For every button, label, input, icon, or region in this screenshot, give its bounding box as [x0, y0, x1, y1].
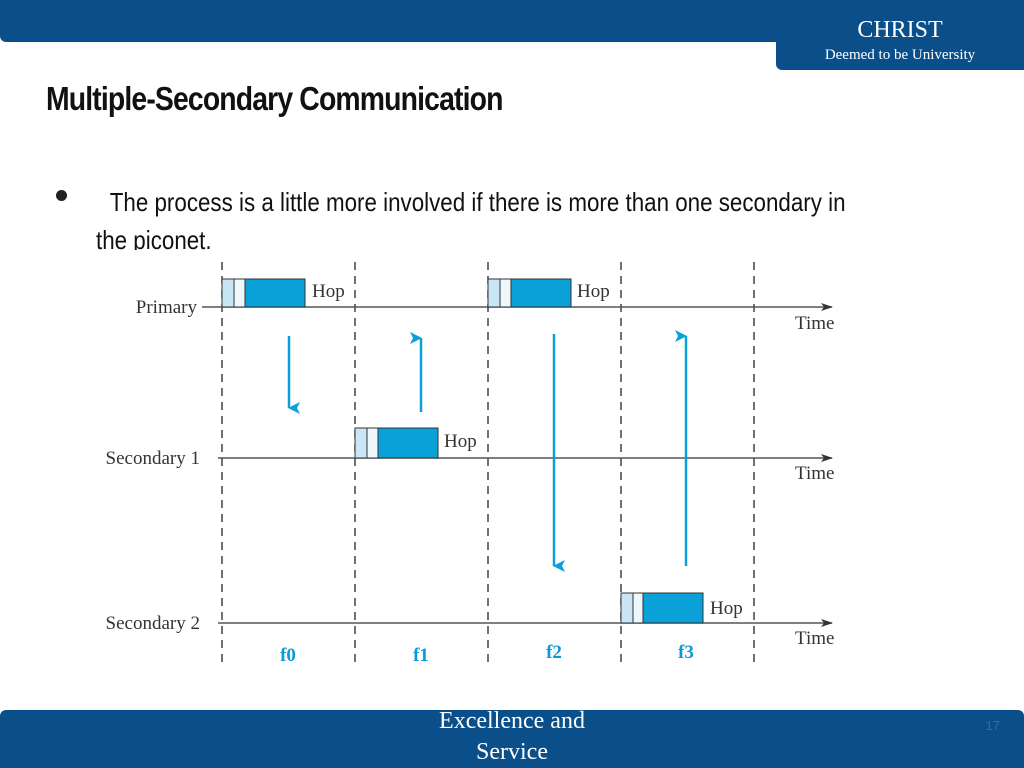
- packet-primary-f2: Hop: [487, 278, 610, 308]
- brand-subtitle: Deemed to be University: [824, 47, 976, 63]
- piconet-timing-diagram: Primary Secondary 1 Secondary 2 Time Tim…: [106, 262, 834, 666]
- slot-label-f1: f1: [413, 645, 429, 666]
- hop-label: Hop: [444, 431, 477, 452]
- packet-primary-f0: Hop: [221, 278, 345, 308]
- bullet-icon: [56, 190, 67, 201]
- hop-label: Hop: [312, 281, 345, 302]
- slot-label-f2: f2: [546, 642, 562, 663]
- footer-slogan: Excellence and Service: [439, 708, 585, 765]
- row-label-primary: Primary: [136, 297, 198, 318]
- bullet-clip: The process is a little more involved if…: [0, 180, 1024, 250]
- slide-title: Multiple-Secondary Communication: [46, 80, 503, 117]
- row-label-secondary-1: Secondary 1: [106, 448, 200, 469]
- slot-dividers: [221, 262, 755, 662]
- brand-name: CHRIST: [857, 17, 943, 43]
- slot-label-f3: f3: [678, 642, 694, 663]
- slot-label-f0: f0: [280, 645, 296, 666]
- time-label-primary: Time: [795, 313, 834, 334]
- hop-label: Hop: [577, 281, 610, 302]
- row-label-secondary-2: Secondary 2: [106, 613, 200, 634]
- page-number: 17: [985, 718, 1000, 733]
- time-label-secondary-1: Time: [795, 463, 834, 484]
- time-axes: [202, 303, 833, 627]
- packet-secondary2-f3: Hop: [620, 592, 743, 624]
- hop-label: Hop: [710, 598, 743, 619]
- packet-secondary1-f1: Hop: [354, 427, 477, 459]
- university-brand: CHRIST Deemed to be University: [776, 0, 1024, 70]
- time-label-secondary-2: Time: [795, 628, 834, 649]
- footer-bar: [0, 710, 1024, 768]
- bullet-text: The process is a little more involved if…: [96, 187, 846, 250]
